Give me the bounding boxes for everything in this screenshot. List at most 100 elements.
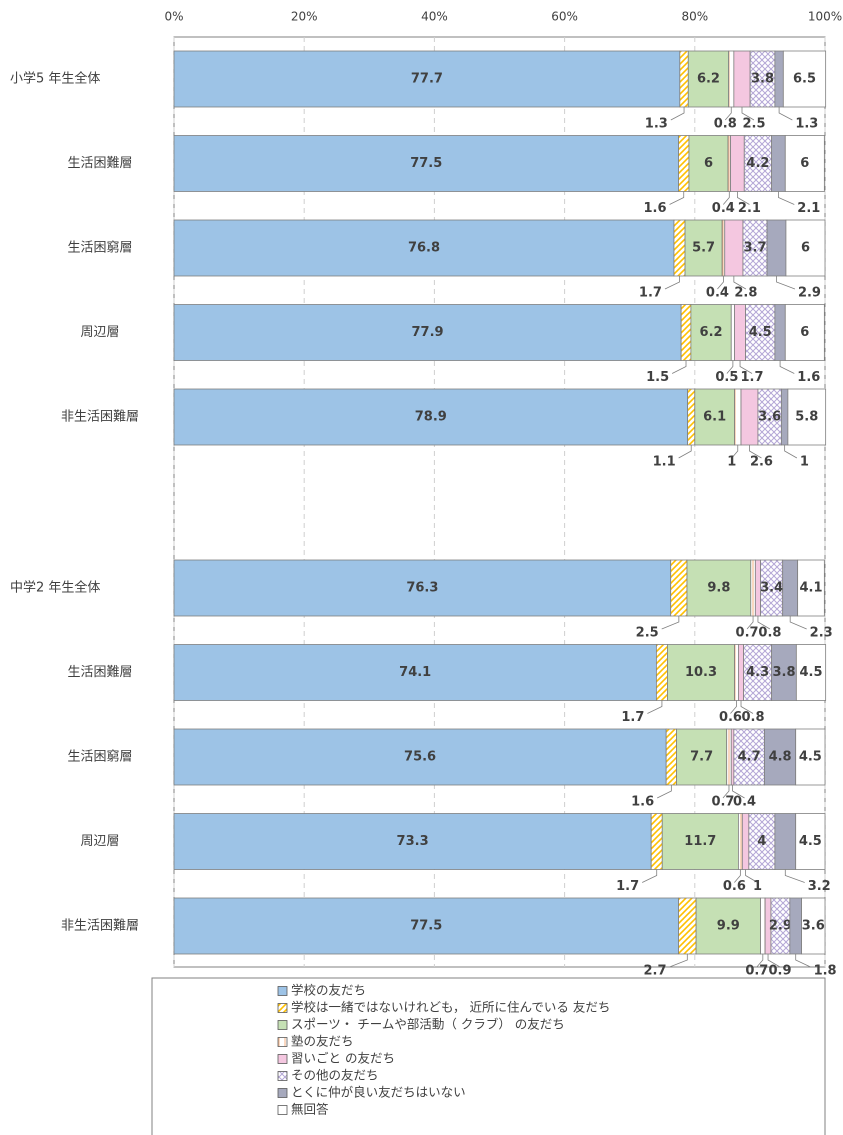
category-label: 周辺層	[80, 834, 119, 849]
category-label: 小学5 年生全体	[10, 71, 100, 87]
x-tick-label: 40%	[421, 10, 448, 24]
value-label: 3.2	[808, 879, 831, 894]
bar-segment	[670, 559, 688, 617]
value-label: 4.1	[799, 581, 822, 596]
value-label: 1.7	[741, 370, 764, 385]
leader-line	[734, 869, 741, 883]
leader-line	[661, 616, 680, 630]
value-label: 2.3	[810, 626, 833, 641]
value-label: 1.3	[645, 117, 668, 132]
bar-segment	[733, 50, 751, 108]
category-label: 生活困窮層	[67, 750, 132, 765]
value-label: 4.5	[749, 325, 772, 340]
leader-line	[717, 276, 724, 290]
value-label: 0.4	[733, 795, 756, 810]
bar-segment	[771, 135, 786, 192]
bar-segment	[667, 644, 735, 701]
bar-segment	[724, 219, 744, 277]
bar-segment	[673, 219, 686, 277]
value-label: 6	[801, 241, 810, 256]
bar-segment	[780, 388, 789, 446]
value-label: 2.8	[734, 286, 757, 301]
legend-label: 学校の友だち	[291, 983, 366, 998]
leader-line	[671, 360, 687, 374]
legend-label: その他の友だち	[291, 1068, 379, 1083]
value-label: 3.7	[744, 241, 767, 256]
value-label: 77.5	[410, 156, 442, 171]
value-label: 3.6	[758, 410, 781, 425]
category-label: 非生活困難層	[61, 919, 139, 934]
value-label: 0.7	[745, 964, 768, 979]
bar-segment	[734, 644, 739, 701]
value-label: 77.9	[412, 325, 444, 340]
bar-segment	[665, 728, 677, 786]
leader-line	[789, 616, 807, 630]
bar-segment	[743, 135, 773, 192]
value-label: 6.1	[703, 410, 726, 425]
bar-segment	[784, 304, 825, 361]
bar-segment	[743, 644, 773, 701]
value-label: 1.7	[621, 710, 644, 725]
bar-segment	[774, 50, 784, 108]
value-label: 3.8	[751, 72, 774, 87]
bar-segment	[678, 897, 697, 955]
category-label: 非生活困難層	[61, 410, 139, 425]
leader-line	[746, 616, 754, 630]
value-label: 2.5	[742, 117, 765, 132]
leader-line	[756, 954, 764, 968]
bar-segment	[680, 304, 692, 361]
leader-line	[678, 445, 692, 459]
value-label: 7.7	[690, 750, 713, 765]
value-label: 2.7	[643, 964, 666, 979]
leader-line	[724, 107, 732, 121]
x-tick-label: 0%	[164, 10, 183, 24]
bar-segment	[173, 304, 682, 361]
value-label: 4.5	[799, 665, 822, 680]
value-label: 1.3	[795, 117, 818, 132]
legend-label: 学校は一緒ではないけれども， 近所に住んでいる 友だち	[291, 1000, 610, 1015]
value-label: 73.3	[397, 834, 429, 849]
value-label: 2.1	[738, 201, 761, 216]
leader-line	[745, 869, 758, 883]
bar-segment	[785, 219, 826, 277]
leader-line	[795, 954, 811, 968]
leader-line	[778, 107, 793, 121]
bar-segment	[742, 219, 768, 277]
value-label: 1.7	[639, 286, 662, 301]
bar-segment	[695, 897, 761, 955]
bar-segment	[738, 644, 745, 701]
value-label: 1.6	[643, 201, 666, 216]
legend-swatch	[277, 1037, 288, 1047]
value-label: 0.8	[714, 117, 737, 132]
bar-segment	[797, 559, 825, 617]
value-label: 0.6	[719, 710, 742, 725]
value-label: 78.9	[415, 410, 447, 425]
legend-label: とくに仲が良い友だちはいない	[291, 1085, 466, 1100]
leader-line	[741, 107, 755, 121]
leader-line	[722, 191, 730, 205]
value-label: 1.6	[797, 370, 820, 385]
value-label: 4.3	[746, 665, 769, 680]
value-label: 74.1	[399, 665, 431, 680]
value-label: 0.5	[715, 370, 738, 385]
value-label: 4	[757, 834, 766, 849]
x-tick-label: 60%	[551, 10, 578, 24]
value-label: 4.2	[746, 156, 769, 171]
bar-segment	[795, 728, 826, 786]
value-label: 0.6	[723, 879, 746, 894]
bar-segment	[782, 50, 827, 108]
leader-line	[669, 954, 688, 968]
value-label: 0.7	[736, 626, 759, 641]
bar-segment	[795, 813, 826, 870]
bar-segment	[173, 644, 657, 701]
value-label: 2.9	[769, 919, 792, 934]
leader-line	[656, 785, 672, 799]
bar-segment	[678, 135, 690, 192]
leader-line	[732, 785, 745, 799]
leader-line	[784, 869, 805, 883]
x-tick-label: 100%	[808, 10, 842, 24]
legend-label: 塾の友だち	[291, 1034, 354, 1049]
leader-line	[664, 276, 680, 290]
x-tick-label: 80%	[681, 10, 708, 24]
leader-line	[722, 785, 730, 799]
